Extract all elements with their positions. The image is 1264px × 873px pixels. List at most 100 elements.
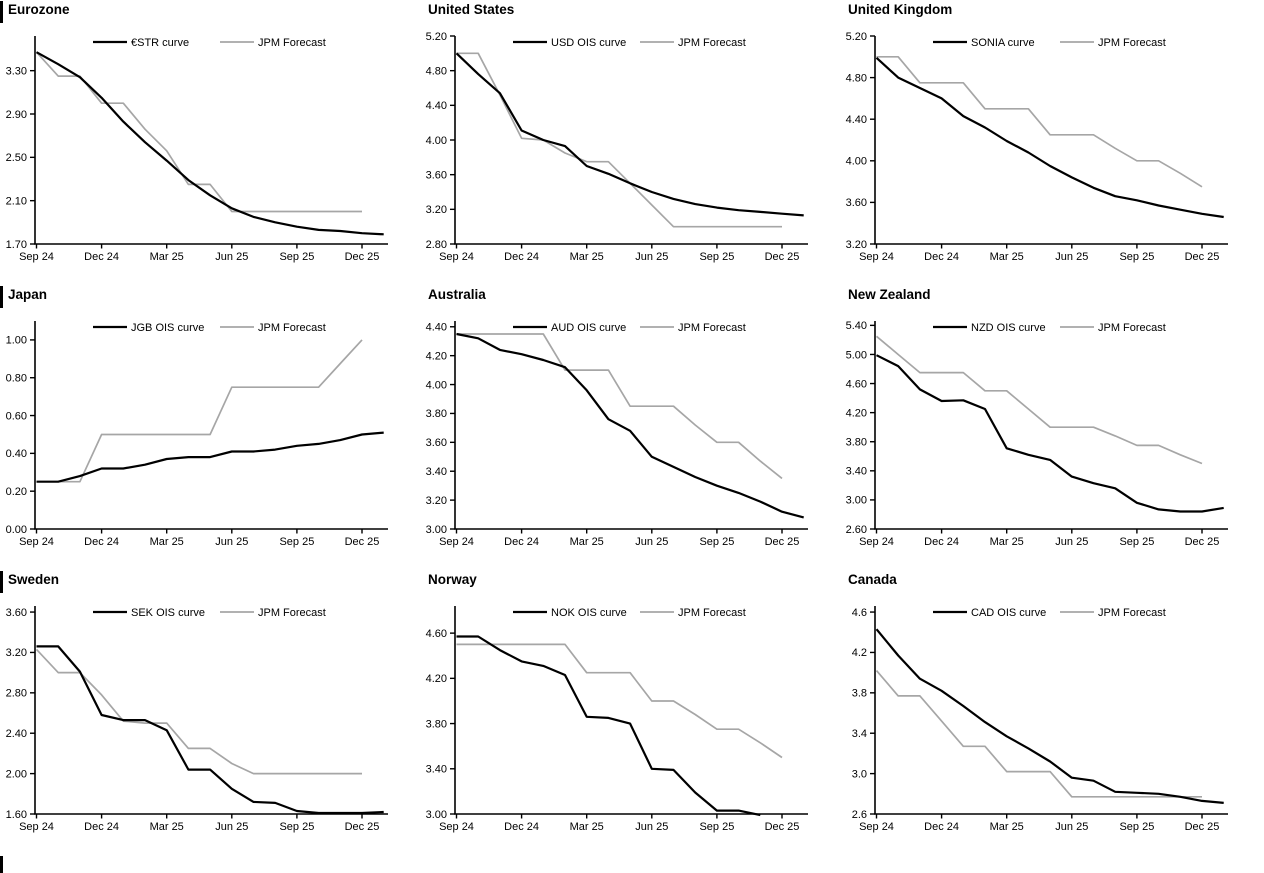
- y-tick-label: 5.40: [846, 320, 867, 332]
- y-tick-label: 3.20: [426, 204, 447, 216]
- x-tick-label: Mar 25: [990, 251, 1024, 263]
- legend-label: JPM Forecast: [258, 607, 326, 619]
- x-tick-label: Dec 24: [504, 821, 539, 833]
- chart-panel-united-states: United States 2.80 3.20 3.60 4.00 4.40 4.80 5.…: [420, 0, 840, 285]
- y-tick-label: 2.6: [852, 809, 867, 821]
- y-tick-label: 4.00: [426, 379, 447, 391]
- y-tick-label: 4.60: [426, 628, 447, 640]
- x-tick-label: Sep 24: [439, 251, 474, 263]
- section-marker: [0, 571, 3, 593]
- market-curve-line: [875, 628, 1224, 804]
- y-tick-label: 3.20: [846, 239, 867, 251]
- y-tick-label: 2.80: [6, 688, 27, 700]
- x-tick-label: Sep 25: [279, 536, 314, 548]
- x-tick-label: Sep 25: [279, 251, 314, 263]
- y-tick-label: 3.60: [6, 607, 27, 619]
- y-tick-label: 4.00: [426, 135, 447, 147]
- market-curve-line: [456, 332, 804, 519]
- x-tick-label: Mar 25: [990, 536, 1024, 548]
- legend-label: JPM Forecast: [678, 37, 746, 49]
- x-tick-label: Jun 25: [635, 536, 668, 548]
- legend-label: JPM Forecast: [1098, 607, 1166, 619]
- x-tick-label: Sep 24: [19, 251, 54, 263]
- y-tick-label: 0.80: [6, 373, 27, 385]
- x-tick-label: Mar 25: [150, 251, 184, 263]
- x-tick-label: Sep 24: [19, 536, 54, 548]
- forecast-line: [456, 643, 783, 759]
- forecast-line: [876, 55, 1203, 188]
- x-tick-label: Dec 24: [504, 251, 539, 263]
- forecast-line: [875, 335, 1203, 465]
- eurozone-rates-chart: 1.70 2.10 2.50 2.90 3.30 Sep 24 Dec 24 Mar 25 Ju…: [6, 36, 388, 263]
- x-tick-label: Mar 25: [570, 536, 604, 548]
- chart-title: Sweden: [8, 572, 60, 587]
- y-tick-label: 3.40: [846, 466, 867, 478]
- y-tick-label: 3.4: [852, 728, 867, 740]
- y-tick-label: 4.80: [426, 65, 447, 77]
- market-curve-line: [455, 52, 804, 217]
- x-tick-label: Sep 24: [439, 536, 474, 548]
- united-kingdom-rates-chart: 3.20 3.60 4.00 4.40 4.80 5.20 Sep 24 Dec 24 Mar …: [846, 31, 1228, 263]
- y-tick-label: 3.40: [426, 466, 447, 478]
- y-tick-label: 0.20: [6, 486, 27, 498]
- chart-panel-australia: Australia 3.00 3.20 3.40 3.60 3.80 4.00 4.20 4.…: [420, 285, 840, 570]
- y-tick-label: 0.40: [6, 448, 27, 460]
- y-tick-label: 3.80: [846, 437, 867, 449]
- chart-title: Norway: [428, 572, 477, 587]
- y-tick-label: 3.20: [6, 647, 27, 659]
- y-tick-label: 3.00: [846, 495, 867, 507]
- legend-label: SONIA curve: [971, 37, 1035, 49]
- market-curve-line: [456, 635, 761, 817]
- chart-header: Canada: [840, 570, 1264, 597]
- y-tick-label: 0.00: [6, 524, 27, 536]
- y-tick-label: 4.80: [846, 72, 867, 84]
- new-zealand-rates-chart: 2.60 3.00 3.40 3.80 4.20 4.60 5.00 5.40 Sep 24 De…: [846, 320, 1228, 548]
- x-tick-label: Jun 25: [635, 821, 668, 833]
- chart-header: New Zealand: [840, 285, 1264, 312]
- legend-label: JGB OIS curve: [131, 322, 204, 334]
- x-tick-label: Dec 25: [1185, 251, 1220, 263]
- y-tick-label: 4.40: [426, 322, 447, 334]
- x-tick-label: Sep 24: [439, 821, 474, 833]
- x-tick-label: Mar 25: [990, 821, 1024, 833]
- y-tick-label: 2.80: [426, 239, 447, 251]
- y-tick-label: 4.20: [846, 407, 867, 419]
- x-tick-label: Jun 25: [1055, 821, 1088, 833]
- chart-header: Sweden: [0, 570, 420, 597]
- forecast-line: [35, 51, 362, 213]
- forecast-line: [456, 52, 782, 228]
- market-curve-line: [36, 431, 384, 483]
- section-marker-bottom: [0, 856, 3, 873]
- y-tick-label: 3.00: [426, 524, 447, 536]
- y-tick-label: 2.60: [846, 524, 867, 536]
- chart-panel-united-kingdom: United Kingdom 3.20 3.60 4.00 4.40 4.80 5.20 S…: [840, 0, 1264, 285]
- y-tick-label: 4.2: [852, 647, 867, 659]
- x-tick-label: Mar 25: [570, 821, 604, 833]
- forecast-line: [456, 333, 783, 480]
- chart-title: New Zealand: [848, 287, 931, 302]
- x-tick-label: Sep 25: [699, 536, 734, 548]
- x-tick-label: Dec 25: [345, 536, 380, 548]
- y-tick-label: 1.70: [6, 239, 27, 251]
- y-tick-label: 4.20: [426, 673, 447, 685]
- market-curve-line: [876, 354, 1224, 513]
- x-tick-label: Jun 25: [1055, 536, 1088, 548]
- x-tick-label: Dec 24: [924, 536, 959, 548]
- y-tick-label: 4.40: [426, 100, 447, 112]
- sweden-rates-chart: 1.60 2.00 2.40 2.80 3.20 3.60 Sep 24 Dec 24 Mar …: [6, 606, 388, 833]
- chart-panel-new-zealand: New Zealand 2.60 3.00 3.40 3.80 4.20 4.60 5.00…: [840, 285, 1264, 570]
- x-tick-label: Dec 25: [765, 251, 800, 263]
- chart-header: United Kingdom: [840, 0, 1264, 27]
- y-tick-label: 3.80: [426, 718, 447, 730]
- x-tick-label: Dec 24: [504, 536, 539, 548]
- x-tick-label: Sep 24: [859, 821, 894, 833]
- legend-label: USD OIS curve: [551, 37, 626, 49]
- x-tick-label: Sep 24: [19, 821, 54, 833]
- y-tick-label: 2.90: [6, 109, 27, 121]
- y-tick-label: 3.80: [426, 408, 447, 420]
- x-tick-label: Sep 24: [859, 251, 894, 263]
- united-states-rates-chart: 2.80 3.20 3.60 4.00 4.40 4.80 5.20 Sep 24 Dec 24…: [426, 31, 808, 263]
- x-tick-label: Mar 25: [570, 251, 604, 263]
- chart-header: Australia: [420, 285, 840, 312]
- chart-title: Australia: [428, 287, 486, 302]
